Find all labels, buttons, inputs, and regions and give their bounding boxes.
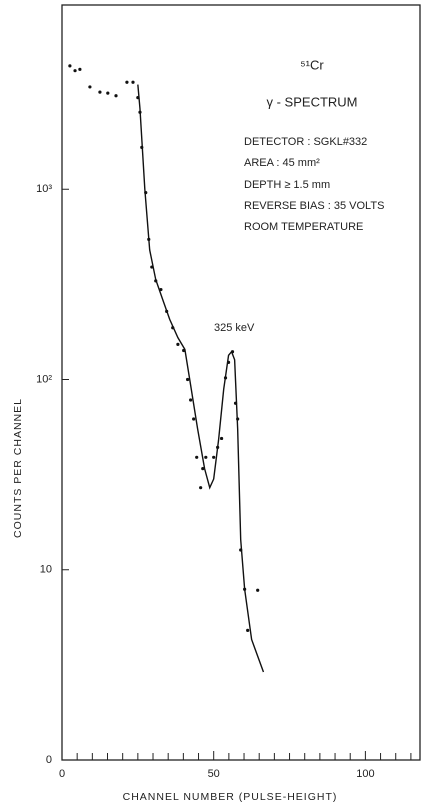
data-point — [125, 80, 129, 84]
x-tick-label: 100 — [356, 768, 374, 780]
annotation: ⁵¹Cr — [300, 57, 324, 72]
data-point — [199, 486, 203, 490]
annotation: DETECTOR : SGKL#332 — [244, 136, 367, 148]
data-point — [186, 377, 190, 382]
data-point — [131, 80, 135, 84]
data-point — [195, 455, 199, 459]
annotation: γ - SPECTRUM — [267, 94, 358, 109]
x-axis-title: CHANNEL NUMBER (PULSE-HEIGHT) — [123, 791, 338, 803]
data-point — [256, 588, 260, 592]
fit-line — [137, 84, 265, 673]
data-point — [189, 398, 193, 402]
annotation: REVERSE BIAS : 35 VOLTS — [244, 200, 384, 212]
data-point — [246, 628, 250, 632]
data-point — [176, 342, 180, 346]
data-point — [204, 455, 208, 459]
data-point — [114, 94, 118, 98]
y-tick-label: 10² — [36, 373, 52, 385]
annotation: DEPTH ≥ 1.5 mm — [244, 179, 330, 191]
y-tick-label: 10 — [40, 564, 52, 576]
y-tick-label: 0 — [46, 754, 52, 766]
data-point — [78, 67, 82, 71]
data-point — [212, 455, 216, 459]
data-point — [88, 85, 92, 89]
annotation: AREA : 45 mm² — [244, 157, 320, 169]
data-point — [68, 64, 72, 68]
data-point — [98, 90, 102, 94]
data-point — [73, 69, 77, 73]
annotation: 325 keV — [214, 322, 255, 334]
x-tick-label: 50 — [208, 768, 220, 780]
y-tick-label: 10³ — [36, 183, 52, 195]
data-point — [219, 436, 224, 441]
x-tick-label: 0 — [59, 768, 65, 780]
data-point — [106, 91, 110, 95]
data-point — [192, 417, 196, 421]
plot-frame — [61, 4, 421, 761]
data-point — [201, 467, 205, 471]
y-axis-title: COUNTS PER CHANNEL — [12, 398, 24, 538]
annotation: ROOM TEMPERATURE — [244, 221, 363, 233]
